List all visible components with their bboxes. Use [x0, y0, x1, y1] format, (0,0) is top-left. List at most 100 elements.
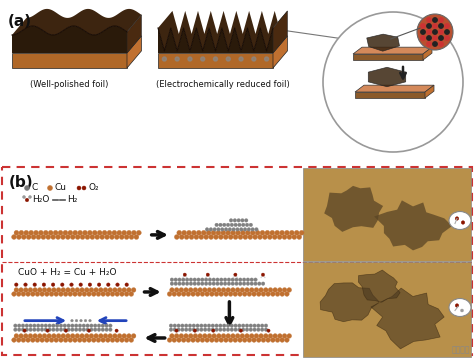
Circle shape	[80, 234, 85, 240]
Circle shape	[21, 292, 26, 296]
Circle shape	[209, 228, 213, 231]
Circle shape	[44, 231, 48, 235]
Circle shape	[207, 324, 211, 328]
Circle shape	[208, 278, 212, 281]
Polygon shape	[425, 85, 434, 98]
Circle shape	[37, 334, 42, 338]
Circle shape	[247, 338, 252, 342]
Circle shape	[219, 324, 222, 328]
Circle shape	[292, 234, 297, 240]
Circle shape	[219, 223, 222, 227]
Circle shape	[280, 231, 284, 235]
Text: O₂: O₂	[89, 184, 100, 193]
Circle shape	[211, 324, 215, 328]
Circle shape	[253, 324, 256, 328]
Circle shape	[246, 231, 250, 235]
Circle shape	[219, 338, 224, 342]
Circle shape	[33, 283, 36, 286]
Circle shape	[241, 219, 244, 222]
Circle shape	[61, 283, 64, 286]
Circle shape	[241, 328, 245, 332]
Polygon shape	[273, 11, 287, 53]
Circle shape	[59, 324, 63, 328]
Circle shape	[87, 329, 91, 332]
Circle shape	[61, 334, 65, 338]
Text: 低维动态: 低维动态	[452, 345, 470, 354]
Circle shape	[254, 334, 259, 338]
Circle shape	[106, 338, 110, 342]
Circle shape	[26, 234, 31, 240]
Circle shape	[46, 329, 49, 332]
Circle shape	[231, 278, 235, 281]
Circle shape	[185, 278, 189, 281]
Circle shape	[170, 287, 174, 292]
Circle shape	[40, 292, 45, 296]
Polygon shape	[358, 270, 400, 302]
Circle shape	[439, 30, 443, 34]
Circle shape	[256, 338, 261, 342]
Circle shape	[134, 234, 139, 240]
Circle shape	[198, 287, 202, 292]
Circle shape	[15, 283, 18, 286]
Circle shape	[433, 30, 437, 34]
Circle shape	[49, 292, 54, 296]
Circle shape	[45, 292, 49, 296]
Circle shape	[247, 228, 251, 231]
Circle shape	[242, 292, 247, 296]
Circle shape	[203, 328, 207, 332]
Circle shape	[275, 292, 280, 296]
Circle shape	[287, 234, 292, 240]
Circle shape	[222, 328, 226, 332]
FancyBboxPatch shape	[2, 167, 472, 355]
Circle shape	[230, 223, 234, 227]
Circle shape	[239, 329, 243, 332]
Circle shape	[188, 324, 191, 328]
Circle shape	[75, 234, 80, 240]
Circle shape	[14, 324, 17, 328]
Circle shape	[222, 324, 226, 328]
Circle shape	[24, 231, 28, 235]
Circle shape	[101, 324, 105, 328]
Circle shape	[33, 324, 36, 328]
Circle shape	[96, 338, 101, 342]
Circle shape	[235, 282, 238, 285]
Circle shape	[184, 324, 188, 328]
Circle shape	[54, 292, 58, 296]
Circle shape	[14, 334, 18, 338]
Circle shape	[12, 338, 16, 342]
Circle shape	[284, 292, 289, 296]
Circle shape	[241, 223, 245, 227]
Circle shape	[35, 292, 40, 296]
Circle shape	[108, 334, 112, 338]
Circle shape	[215, 223, 219, 227]
Circle shape	[175, 329, 178, 332]
Circle shape	[119, 338, 124, 342]
Circle shape	[26, 292, 30, 296]
Circle shape	[455, 304, 459, 307]
Circle shape	[173, 328, 176, 332]
Circle shape	[73, 231, 78, 235]
Circle shape	[439, 18, 443, 22]
Circle shape	[249, 223, 253, 227]
Polygon shape	[324, 186, 383, 232]
Circle shape	[214, 234, 219, 240]
Circle shape	[22, 195, 26, 198]
Circle shape	[230, 324, 234, 328]
Circle shape	[212, 287, 217, 292]
Circle shape	[21, 234, 26, 240]
Circle shape	[45, 338, 49, 342]
Circle shape	[202, 334, 207, 338]
Circle shape	[267, 234, 272, 240]
Polygon shape	[158, 53, 273, 68]
Circle shape	[107, 231, 112, 235]
Circle shape	[53, 231, 58, 235]
Circle shape	[222, 223, 226, 227]
Polygon shape	[273, 36, 287, 68]
Circle shape	[64, 329, 68, 332]
Circle shape	[221, 287, 226, 292]
Circle shape	[282, 287, 287, 292]
Circle shape	[129, 234, 134, 240]
Circle shape	[127, 334, 131, 338]
Circle shape	[200, 328, 203, 332]
Circle shape	[277, 234, 282, 240]
